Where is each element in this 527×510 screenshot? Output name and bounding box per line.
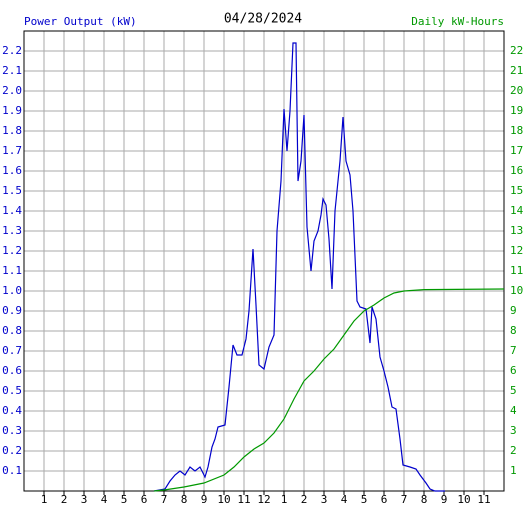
y2-tick-label: 12 (510, 244, 523, 257)
x-tick-label: 2 (301, 493, 308, 506)
y2-tick-label: 13 (510, 224, 523, 237)
y-tick-label: 1.2 (2, 244, 22, 257)
y-tick-label: 2.2 (2, 44, 22, 57)
series-line (153, 42, 445, 492)
y2-tick-label: 7 (510, 344, 517, 357)
y2-tick-label: 3 (510, 424, 517, 437)
x-tick-label: 10 (457, 493, 470, 506)
y2-axis-label: Daily kW-Hours (411, 15, 504, 28)
y2-tick-label: 9 (510, 304, 517, 317)
y-tick-label: 0.5 (2, 384, 22, 397)
x-tick-label: 6 (381, 493, 388, 506)
y2-tick-label: 6 (510, 364, 517, 377)
x-tick-label: 12 (257, 493, 270, 506)
y2-tick-label: 8 (510, 324, 517, 337)
y2-tick-label: 1 (510, 464, 517, 477)
y2-tick-label: 16 (510, 164, 523, 177)
plot-frame (23, 30, 505, 492)
y-tick-label: 1.9 (2, 104, 22, 117)
x-tick-label: 10 (217, 493, 230, 506)
x-tick-label: 5 (361, 493, 368, 506)
x-tick-label: 3 (81, 493, 88, 506)
series-line (153, 288, 505, 492)
y-tick-label: 0.7 (2, 344, 22, 357)
y2-tick-label: 14 (510, 204, 524, 217)
x-tick-label: 11 (237, 493, 250, 506)
x-tick-label: 1 (281, 493, 288, 506)
y-tick-label: 1.3 (2, 224, 22, 237)
y-tick-label: 1.0 (2, 284, 22, 297)
y-tick-label: 1.4 (2, 204, 22, 217)
y2-tick-label: 4 (510, 404, 517, 417)
x-tick-label: 2 (61, 493, 68, 506)
y-tick-label: 0.6 (2, 364, 22, 377)
y-tick-label: 1.8 (2, 124, 22, 137)
y-tick-label: 2.1 (2, 64, 22, 77)
x-tick-label: 8 (421, 493, 428, 506)
x-tick-label: 5 (121, 493, 128, 506)
y2-tick-label: 11 (510, 264, 523, 277)
y2-tick-label: 19 (510, 104, 523, 117)
y-tick-label: 1.6 (2, 164, 22, 177)
x-tick-label: 8 (181, 493, 188, 506)
y2-tick-label: 18 (510, 124, 523, 137)
y2-tick-label: 2 (510, 444, 517, 457)
y-tick-label: 1.5 (2, 184, 22, 197)
x-tick-label: 7 (401, 493, 408, 506)
y-tick-label: 0.3 (2, 424, 22, 437)
x-tick-label: 7 (161, 493, 168, 506)
y-tick-label: 0.2 (2, 444, 22, 457)
y2-tick-label: 21 (510, 64, 523, 77)
x-tick-label: 3 (321, 493, 328, 506)
y2-tick-label: 17 (510, 144, 523, 157)
x-tick-label: 4 (101, 493, 108, 506)
x-tick-label: 9 (201, 493, 208, 506)
y2-tick-label: 15 (510, 184, 523, 197)
x-tick-label: 9 (441, 493, 448, 506)
x-tick-label: 11 (477, 493, 490, 506)
y-tick-label: 2.0 (2, 84, 22, 97)
x-tick-label: 1 (41, 493, 48, 506)
y-tick-label: 0.4 (2, 404, 22, 417)
y2-tick-label: 22 (510, 44, 523, 57)
x-tick-label: 6 (141, 493, 148, 506)
y2-tick-label: 10 (510, 284, 523, 297)
y2-tick-label: 20 (510, 84, 523, 97)
y-tick-label: 1.7 (2, 144, 22, 157)
chart-title: 04/28/2024 (224, 12, 302, 27)
y-axis-label: Power Output (kW) (24, 15, 137, 28)
y-tick-label: 0.8 (2, 324, 22, 337)
y-tick-label: 0.1 (2, 464, 22, 477)
y-tick-label: 1.1 (2, 264, 22, 277)
y2-tick-label: 5 (510, 384, 517, 397)
y-tick-label: 0.9 (2, 304, 22, 317)
x-tick-label: 4 (341, 493, 348, 506)
